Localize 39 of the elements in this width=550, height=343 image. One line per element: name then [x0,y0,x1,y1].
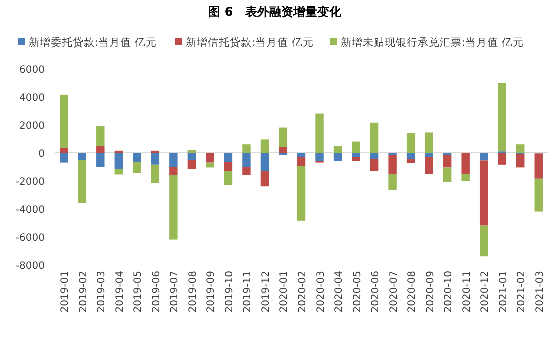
x-tick-label: 2019-08 [188,271,199,313]
y-tick-label: -8000 [16,261,45,272]
x-tick-label: 2019-02 [78,271,90,313]
x-tick-label: 2020-12 [480,271,492,313]
y-tick-label: 2000 [20,121,45,132]
x-tick-label: 2020-07 [388,271,400,313]
x-tick-label: 2020-06 [370,271,382,313]
y-tick-label: 6000 [20,65,45,76]
x-tick-label: 2021-01 [498,271,510,313]
y-tick-label: -4000 [16,205,45,216]
x-tick-label: 2020-10 [444,271,455,313]
x-tick-label: 2019-04 [114,271,126,313]
x-tick-label: 2021-02 [516,271,528,313]
x-tick-label: 2019-05 [133,271,144,313]
x-tick-label: 2019-06 [151,271,162,313]
x-tick-label: 2021-03 [534,271,546,313]
chart-title: 图 6 表外融资增量变化 [208,5,342,19]
x-tick-label: 2020-08 [407,271,418,313]
x-tick-label: 2019-11 [242,271,254,313]
y-tick-label: -2000 [16,177,45,188]
x-tick-label: 2019-01 [60,271,72,313]
x-tick-label: 2019-07 [170,271,181,313]
x-tick-label: 2020-04 [334,271,346,313]
legend-label: 新增信托贷款:当月值 亿元 [186,36,314,49]
x-tick-label: 2020-11 [462,271,473,313]
x-tick-label: 2020-01 [279,271,290,313]
legend-label: 新增委托贷款:当月值 亿元 [29,36,157,49]
x-tick-label: 2020-02 [298,271,308,313]
x-tick-label: 2020-09 [425,271,436,313]
y-tick-label: 0 [38,149,45,160]
x-tick-label: 2019-03 [96,271,108,313]
y-tick-label: 4000 [20,93,45,104]
x-tick-label: 2019-12 [260,271,272,313]
x-tick-label: 2019-09 [206,271,218,313]
x-tick-label: 2019-10 [224,271,236,313]
x-tick-label: 2020-03 [316,271,327,313]
legend-label: 新增未贴现银行承兑汇票:当月值 亿元 [341,36,524,49]
x-tick-label: 2020-05 [352,271,364,313]
y-tick-label: -6000 [16,233,45,244]
